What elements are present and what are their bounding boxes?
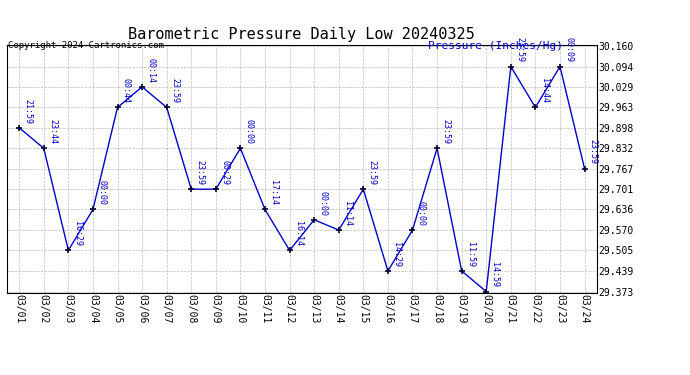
Text: 23:59: 23:59 (515, 38, 524, 62)
Text: 00:09: 00:09 (564, 38, 573, 62)
Text: 23:59: 23:59 (589, 140, 598, 164)
Text: 00:29: 00:29 (220, 160, 229, 185)
Text: 16:14: 16:14 (294, 221, 303, 246)
Text: Copyright 2024 Cartronics.com: Copyright 2024 Cartronics.com (8, 41, 164, 50)
Text: 00:00: 00:00 (318, 190, 327, 216)
Text: 00:44: 00:44 (121, 78, 130, 103)
Text: 16:29: 16:29 (72, 221, 81, 246)
Text: 00:00: 00:00 (97, 180, 106, 206)
Text: 00:00: 00:00 (244, 119, 254, 144)
Text: 14:59: 14:59 (491, 262, 500, 287)
Text: 14:44: 14:44 (540, 78, 549, 103)
Text: 23:59: 23:59 (195, 160, 204, 185)
Text: Pressure (Inches/Hg): Pressure (Inches/Hg) (428, 41, 563, 51)
Text: 23:44: 23:44 (48, 119, 57, 144)
Text: 00:00: 00:00 (417, 201, 426, 226)
Text: 14:29: 14:29 (392, 242, 401, 267)
Text: 00:14: 00:14 (146, 58, 155, 82)
Text: 17:14: 17:14 (269, 180, 278, 206)
Text: 21:59: 21:59 (23, 99, 32, 123)
Text: 23:59: 23:59 (441, 119, 451, 144)
Text: 23:59: 23:59 (368, 160, 377, 185)
Text: 11:14: 11:14 (343, 201, 352, 226)
Text: 23:59: 23:59 (171, 78, 180, 103)
Text: 11:59: 11:59 (466, 242, 475, 267)
Title: Barometric Pressure Daily Low 20240325: Barometric Pressure Daily Low 20240325 (128, 27, 475, 42)
